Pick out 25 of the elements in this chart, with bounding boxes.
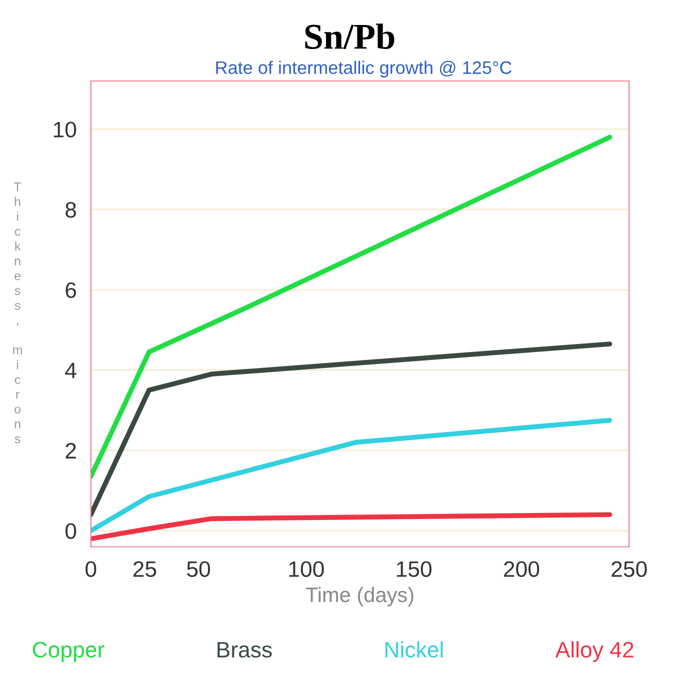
line-series [90,512,612,542]
x-tick-label: 0 [86,561,96,577]
line-series [90,342,612,518]
x-tick-label: 50 [187,561,210,577]
y-tick-label: 0 [65,523,76,539]
x-tick-label: 25 [133,561,156,577]
chart-title: Sn/Pb [305,24,394,50]
x-axis-title: Time (days) [306,586,414,606]
x-tick-label: 250 [612,561,647,577]
text: Nickel [386,641,443,658]
x-tick-label: 150 [396,561,432,577]
text: Brass [218,642,272,658]
x-tick-label: 100 [289,561,324,577]
y-tick-label: 6 [66,282,76,298]
line-series [90,134,612,479]
text: Alloy 42 [555,641,634,662]
text: Copper [32,642,104,662]
x-tick-label: 200 [504,561,540,577]
y-tick-label: 2 [66,442,76,458]
y-tick-label: 4 [65,362,76,378]
y-tick-label: 8 [66,202,76,218]
text: Thickness, microns [13,182,22,444]
line-series [90,418,612,534]
chart-subtitle: Rate of intermetallic growth @ 125°C [216,60,512,78]
y-tick-label: 10 [54,122,76,138]
